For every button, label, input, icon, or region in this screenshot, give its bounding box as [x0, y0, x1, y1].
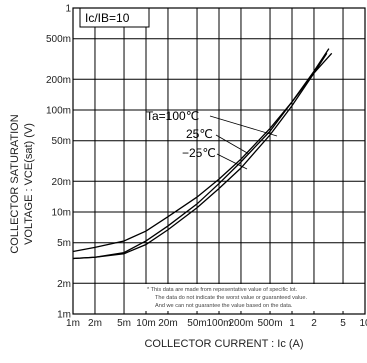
x-tick-label: 2 [311, 318, 317, 329]
note-line-2: The data do not indicate the worst value… [155, 295, 308, 301]
x-tick-label: 500m [258, 318, 283, 329]
series-label-minus25: −25℃ [182, 146, 216, 160]
y-axis-title-line1: COLLECTOR SATURATION [9, 114, 21, 253]
x-tick-label: 50m [187, 318, 206, 329]
x-axis-title: COLLECTOR CURRENT : Ic (A) [144, 338, 303, 350]
y-tick-label: 10m [52, 208, 71, 219]
y-tick-label: 1 [65, 4, 71, 15]
x-tick-label: 20m [158, 318, 177, 329]
x-tick-label: 1 [289, 318, 295, 329]
y-tick-label: 100m [46, 106, 71, 117]
y-tick-label: 20m [52, 177, 71, 188]
y-tick-label: 200m [46, 75, 71, 86]
y-tick-label: 1m [57, 310, 71, 321]
x-tick-label: 10 [359, 318, 367, 329]
condition-label: Ic/IB=10 [85, 11, 130, 25]
x-tick-label: 5 [340, 318, 346, 329]
note-line-1: * This data are made from repesentative … [147, 287, 298, 293]
y-axis-title-line2: VOLTAGE : VCE(sat) (V) [23, 123, 35, 245]
x-tick-label: 5m [117, 318, 131, 329]
y-tick-label: 500m [46, 34, 71, 45]
x-tick-label: 10m [136, 318, 155, 329]
y-tick-label: 50m [52, 136, 71, 147]
x-tick-label: 2m [88, 318, 102, 329]
note-line-3: And we can not guarantee the value based… [155, 303, 293, 309]
disclaimer-note: * This data are made from repesentative … [143, 284, 366, 311]
condition-box: Ic/IB=10 [80, 8, 149, 27]
x-tick-label: 200m [228, 318, 253, 329]
y-tick-label: 5m [57, 238, 71, 249]
y-tick-label: 2m [57, 279, 71, 290]
series-label-25: 25℃ [186, 127, 213, 141]
series-label-ta100: Ta=100℃ [146, 109, 199, 123]
